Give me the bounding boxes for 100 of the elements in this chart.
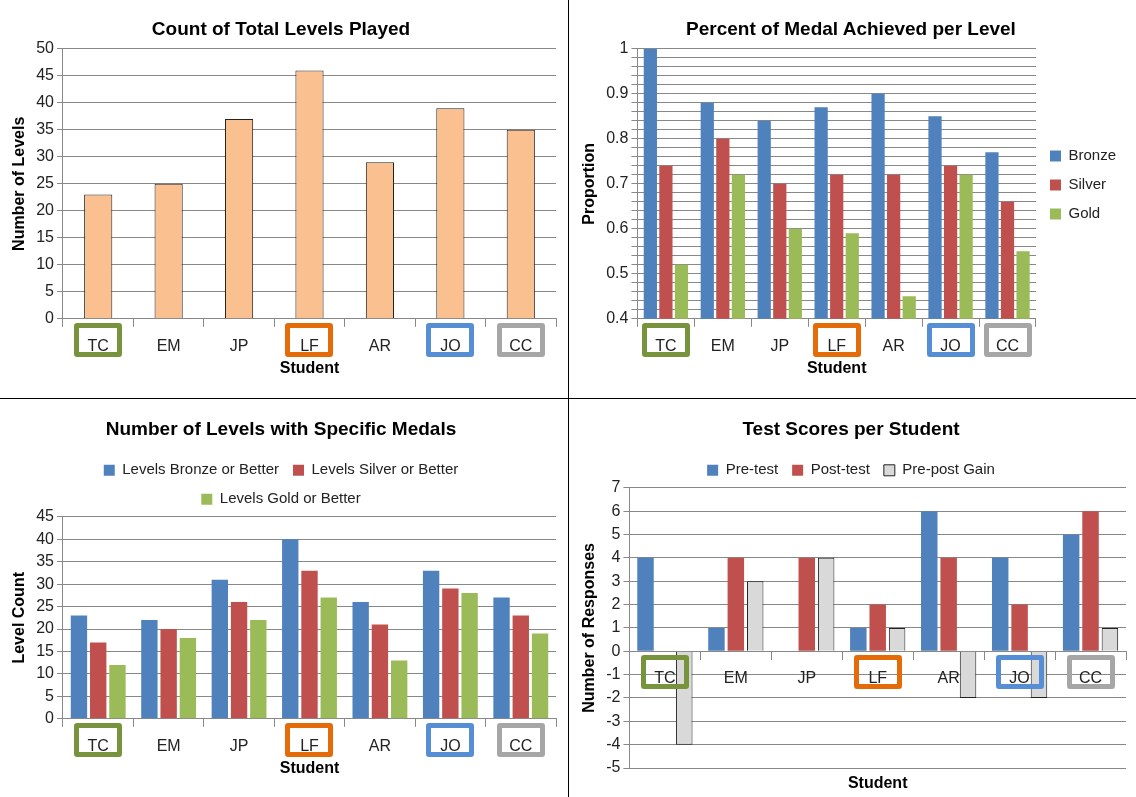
legend-label: Levels Silver or Better [311,460,459,478]
bar [493,597,510,719]
y-tick-label: 6 [611,501,621,519]
x-tick-label: JP [229,336,249,354]
y-tick-label: 3 [611,571,621,589]
x-tick-label: JO [440,736,461,754]
bar [230,602,248,719]
bar [352,602,369,719]
x-tick-label: TC [655,336,677,354]
y-tick-label: 20 [36,201,55,219]
x-axis-title: Student [805,358,868,377]
y-tick-label: -4 [606,735,621,753]
bar [442,588,459,719]
x-tick-label: EM [156,336,181,354]
y-tick-label: 30 [36,147,55,165]
y-tick-label: 25 [36,596,55,614]
y-tick-label: -5 [606,758,621,776]
x-tick-label: JP [229,736,249,754]
y-tick-label: 0 [45,309,55,327]
y-tick-label: 5 [45,686,55,704]
y-tick-label: 2 [611,594,621,612]
x-tick-label: JP [770,336,790,354]
bar [850,627,867,651]
x-tick-label: AR [882,336,905,354]
bar [921,511,938,651]
y-tick-label: 0.6 [606,219,629,237]
x-tick-label: EM [723,669,748,687]
bar [179,638,197,719]
bar [708,627,725,651]
legend-label: Silver [1068,175,1106,193]
legend-label: Gold [1068,204,1101,222]
y-tick-label: 0.8 [606,129,629,147]
y-tick-label: 5 [611,524,621,542]
y-tick-label: 15 [36,228,55,246]
y-tick-label: 10 [36,664,55,682]
bar [211,579,228,719]
y-tick-label: 45 [36,66,55,84]
x-tick-label: JP [797,669,817,687]
chart-title: Test Scores per Student [742,417,961,439]
y-tick-label: 50 [36,39,55,57]
bar [422,570,440,719]
y-tick-label: 15 [36,641,55,659]
bar [1062,534,1080,651]
bar [141,620,158,719]
bar [1011,604,1028,651]
y-tick-label: 20 [36,619,55,637]
y-axis-title: Level Count [10,571,28,664]
x-tick-label: LF [827,336,847,354]
bar [512,615,529,719]
y-tick-label: 0.7 [606,174,629,192]
x-tick-label: JO [1009,669,1030,687]
bar [70,615,88,719]
y-tick-label: 0 [45,709,55,727]
bar [282,539,299,719]
y-axis-title: Proportion [580,142,598,225]
y-tick-label: 40 [36,93,55,111]
bar [940,557,957,651]
legend-label: Pre-test [725,460,779,478]
x-axis-title: Student [278,758,341,777]
y-tick-label: 40 [36,529,55,547]
x-tick-label: AR [937,669,960,687]
bar [637,557,654,651]
y-tick-label: 30 [36,574,55,592]
x-tick-label: CC [509,736,533,754]
x-tick-label: EM [156,736,181,754]
bar [109,664,126,719]
legend-label: Bronze [1068,146,1116,164]
x-tick-label: LF [868,669,888,687]
bar [160,629,177,719]
y-tick-label: 45 [36,507,55,525]
y-tick-label: 35 [36,120,55,138]
y-tick-label: 35 [36,552,55,570]
bar [1082,511,1099,651]
bar [798,557,816,651]
bar [991,557,1009,651]
bar [391,660,408,719]
x-tick-label: EM [710,336,735,354]
x-tick-label: CC [509,336,533,354]
x-axis-title: Student [278,358,341,377]
y-tick-label: 10 [36,255,55,273]
chart-title: Percent of Medal Achieved per Level [686,17,1016,39]
y-tick-label: 7 [611,478,621,496]
chart-title: Number of Levels with Specific Medals [105,417,457,439]
x-tick-label: TC [87,336,109,354]
bar [531,633,549,719]
y-tick-label: 4 [611,548,621,566]
bar [869,604,886,651]
y-tick-label: 0.5 [606,264,629,282]
chart-title: Count of Total Levels Played [151,17,411,39]
y-axis-title: Number of Responses [580,542,598,713]
y-tick-label: -3 [606,711,621,729]
x-axis-title: Student [846,774,909,792]
x-tick-label: TC [654,669,676,687]
legend-label: Post-test [810,460,871,478]
y-tick-label: 0 [611,641,621,659]
bar [301,570,318,719]
y-tick-label: -2 [606,688,621,706]
bar [727,557,745,651]
y-tick-label: 0.9 [606,84,629,102]
y-tick-label: 25 [36,174,55,192]
